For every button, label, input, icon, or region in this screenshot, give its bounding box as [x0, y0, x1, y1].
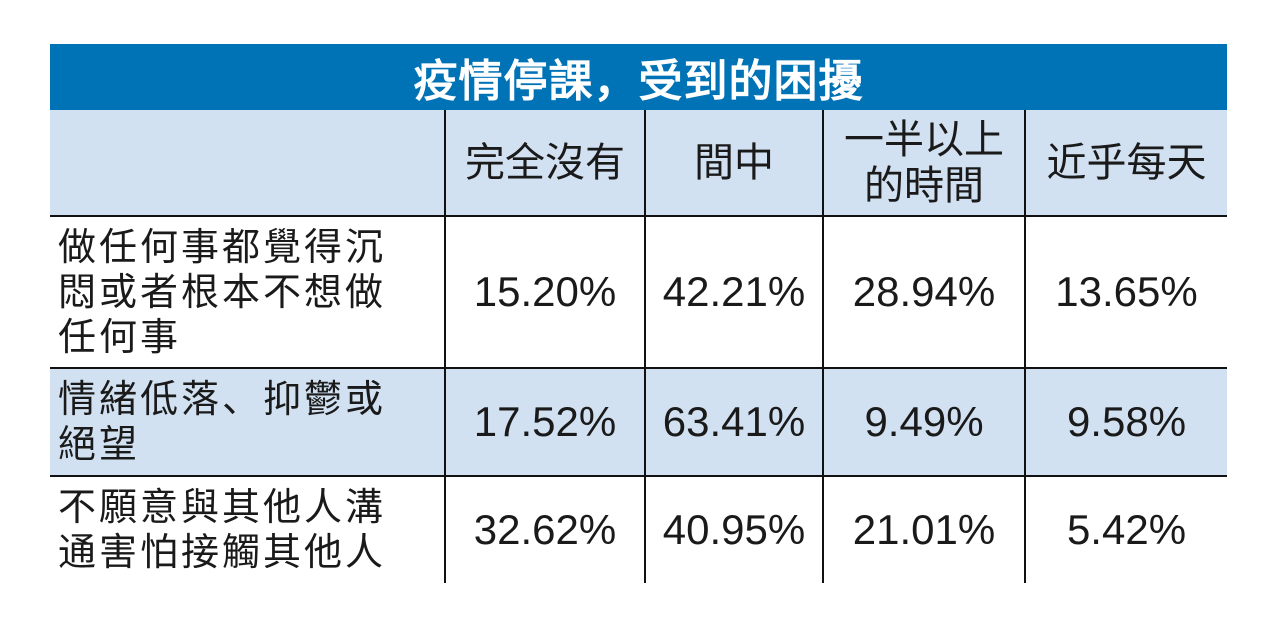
- table-row: 不願意與其他人溝 通害怕接觸其他人 32.62% 40.95% 21.01% 5…: [50, 477, 1227, 583]
- row-divider: [50, 215, 1227, 217]
- value-cell: 21.01%: [852, 506, 996, 553]
- value-cell: 40.95%: [662, 506, 806, 553]
- column-divider: [444, 110, 446, 583]
- row-label-line: 做任何事都覺得沉: [58, 224, 387, 269]
- header-empty-cell: [50, 110, 444, 215]
- header-line: 間中: [694, 139, 774, 186]
- header-line: 近乎每天: [1046, 139, 1207, 186]
- value-cell: 63.41%: [662, 398, 806, 445]
- column-divider: [1024, 110, 1026, 583]
- row-label-line: 通害怕接觸其他人: [58, 530, 387, 574]
- header-col-half-time: 一半以上 的時間: [824, 110, 1024, 215]
- header-col-none: 完全沒有: [446, 110, 644, 215]
- value-cell: 5.42%: [1066, 506, 1187, 553]
- value-cell: 42.21%: [662, 268, 806, 315]
- row-label-line: 悶或者根本不想做: [58, 269, 387, 314]
- header-col-almost-daily: 近乎每天: [1026, 110, 1227, 215]
- column-divider: [644, 110, 646, 583]
- value-cell: 32.62%: [473, 506, 617, 553]
- value-cell: 15.20%: [473, 268, 617, 315]
- row-label: 不願意與其他人溝 通害怕接觸其他人: [50, 477, 444, 583]
- row-divider: [50, 367, 1227, 369]
- row-label: 做任何事都覺得沉 悶或者根本不想做 任何事: [50, 217, 444, 367]
- table-row: 情緒低落、抑鬱或 絕望 17.52% 63.41% 9.49% 9.58%: [50, 369, 1227, 475]
- table-row: 做任何事都覺得沉 悶或者根本不想做 任何事 15.20% 42.21% 28.9…: [50, 217, 1227, 367]
- header-col-sometimes: 間中: [646, 110, 822, 215]
- header-line: 的時間: [864, 162, 984, 209]
- column-divider: [822, 110, 824, 583]
- value-cell: 17.52%: [473, 398, 617, 445]
- row-label-line: 絕望: [58, 422, 141, 466]
- header-row: 完全沒有 間中 一半以上 的時間 近乎每天: [50, 110, 1227, 215]
- table-title: 疫情停課，受到的困擾: [50, 44, 1227, 110]
- row-label-line: 任何事: [58, 314, 182, 359]
- header-line: 一半以上: [844, 116, 1004, 163]
- value-cell: 9.58%: [1066, 398, 1187, 445]
- value-cell: 28.94%: [852, 268, 996, 315]
- row-label: 情緒低落、抑鬱或 絕望: [50, 369, 444, 475]
- row-label-line: 情緒低落、抑鬱或: [58, 377, 387, 421]
- row-divider: [50, 475, 1227, 477]
- row-label-line: 不願意與其他人溝: [58, 485, 387, 529]
- value-cell: 13.65%: [1055, 268, 1198, 315]
- header-line: 完全沒有: [465, 139, 625, 186]
- value-cell: 9.49%: [864, 398, 984, 445]
